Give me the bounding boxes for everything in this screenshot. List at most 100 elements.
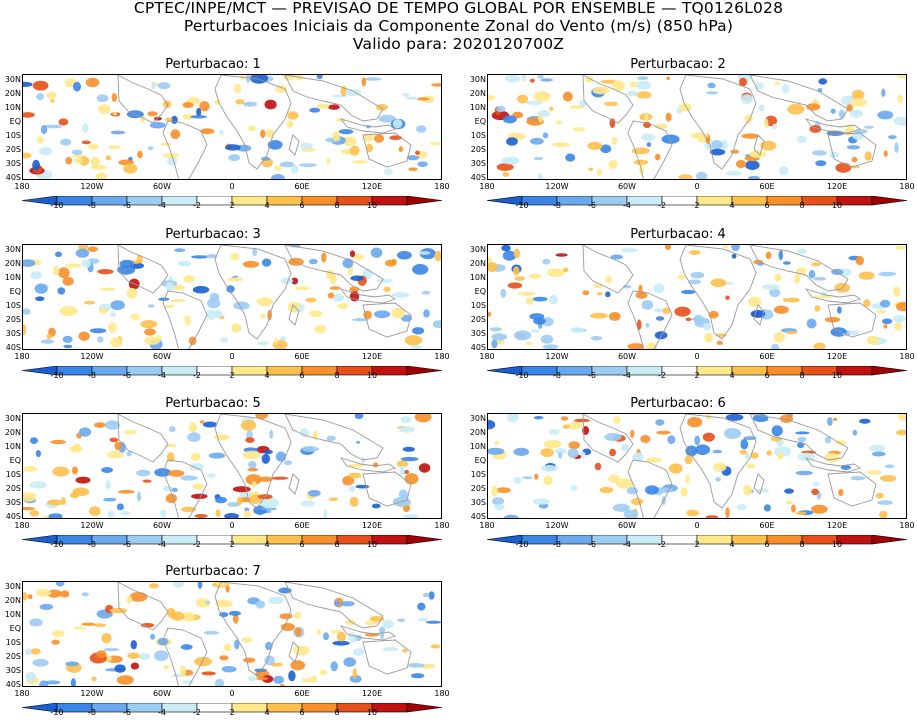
anomaly-blob — [757, 488, 770, 493]
anomaly-blob — [23, 492, 37, 502]
anomaly-blob — [52, 630, 65, 637]
anomaly-blob — [711, 140, 723, 150]
anomaly-blob — [875, 492, 884, 499]
lon-label: 0 — [229, 689, 235, 698]
anomaly-blob — [163, 665, 170, 670]
anomaly-blob — [328, 104, 340, 110]
lon-label: 180 — [434, 521, 450, 530]
anomaly-blob — [336, 631, 346, 642]
anomaly-blob — [30, 437, 38, 444]
lat-label: 40S — [5, 173, 21, 182]
anomaly-blob — [594, 462, 602, 471]
anomaly-blob — [760, 140, 777, 151]
anomaly-blob — [23, 259, 36, 267]
anomaly-blob — [64, 78, 76, 88]
lon-label: 120E — [361, 689, 383, 698]
anomaly-blob — [808, 270, 816, 279]
anomaly-blob — [35, 588, 52, 597]
panel-perturbacao-2: Perturbacao: 2 30N 20N 10N EQ 10S 20S 30S 40S 180… — [465, 57, 915, 210]
anomaly-blob — [750, 309, 766, 318]
colorbar-label: 2 — [229, 201, 235, 210]
anomaly-blob — [678, 174, 693, 179]
panel-perturbacao-7: Perturbacao: 7 30N 20N 10N EQ 10S 20S 30S 40S 180… — [0, 564, 450, 717]
colorbar-label: -4 — [623, 540, 631, 549]
anomaly-blob — [301, 446, 319, 452]
colorbar-label: -8 — [88, 371, 96, 380]
anomaly-blob — [40, 339, 54, 344]
anomaly-blob — [39, 147, 53, 156]
anomaly-blob — [838, 488, 844, 497]
anomaly-blob — [644, 113, 649, 122]
anomaly-blob — [895, 429, 906, 436]
anomaly-blob — [116, 503, 124, 511]
anomaly-blob — [584, 76, 593, 83]
lon-label: 60E — [759, 352, 775, 361]
anomaly-blob — [95, 172, 108, 179]
anomaly-blob — [562, 424, 570, 429]
anomaly-blob — [779, 166, 789, 176]
anomaly-blob — [365, 620, 378, 626]
lat-label: EQ — [9, 117, 21, 126]
anomaly-blob — [172, 284, 186, 291]
colorbar-label: -6 — [123, 371, 131, 380]
anomaly-blob — [743, 484, 752, 496]
lat-label: 20S — [5, 484, 21, 493]
lat-label: 10S — [5, 301, 21, 310]
anomaly-blob — [429, 142, 441, 146]
anomaly-blob — [621, 443, 629, 452]
anomaly-blob — [404, 335, 423, 346]
lon-label: 120E — [826, 521, 848, 530]
anomaly-blob — [829, 151, 840, 159]
wind-perturbation-map — [22, 413, 442, 519]
anomaly-blob — [332, 640, 350, 646]
coastline — [117, 245, 169, 294]
anomaly-blob — [502, 172, 510, 177]
wind-perturbation-map — [487, 74, 907, 180]
anomaly-blob — [254, 668, 267, 673]
anomaly-blob — [854, 129, 868, 134]
anomaly-blob — [895, 245, 906, 250]
anomaly-blob — [81, 592, 89, 597]
anomaly-blob — [382, 647, 399, 652]
colorbar-label: -4 — [623, 371, 631, 380]
anomaly-blob — [596, 292, 603, 296]
anomaly-blob — [342, 475, 355, 486]
anomaly-blob — [771, 343, 780, 349]
anomaly-blob — [248, 460, 257, 469]
anomaly-blob — [23, 466, 38, 472]
anomaly-blob — [165, 117, 173, 122]
anomaly-blob — [687, 417, 703, 428]
anomaly-blob — [59, 305, 78, 317]
panel-title: Perturbacao: 2 — [630, 57, 726, 72]
map-canvas — [488, 75, 906, 179]
anomaly-blob — [748, 296, 762, 307]
anomaly-blob — [537, 75, 544, 79]
anomaly-blob — [763, 504, 771, 512]
anomaly-blob — [92, 623, 107, 627]
coastline — [582, 75, 634, 124]
anomaly-blob — [540, 448, 554, 458]
lat-label: 20S — [5, 652, 21, 661]
lat-label: EQ — [474, 117, 486, 126]
colorbar-label: 6 — [764, 540, 770, 549]
anomaly-blob — [58, 118, 69, 126]
anomaly-blob — [127, 652, 140, 659]
anomaly-blob — [398, 146, 403, 153]
anomaly-blob — [612, 503, 630, 512]
lat-label: 20N — [4, 89, 21, 98]
lon-label: 120E — [826, 182, 848, 191]
anomaly-blob — [608, 159, 618, 169]
anomaly-blob — [851, 156, 858, 163]
anomaly-blob — [814, 305, 821, 312]
panel-perturbacao-4: Perturbacao: 4 30N 20N 10N EQ 10S 20S 30S 40S 180… — [465, 227, 915, 380]
anomaly-blob — [275, 451, 287, 462]
anomaly-blob — [850, 476, 866, 481]
colorbar-label: 8 — [334, 540, 340, 549]
anomaly-blob — [702, 432, 715, 442]
coastline — [679, 414, 757, 509]
anomaly-blob — [893, 315, 906, 323]
anomaly-blob — [588, 167, 594, 171]
lat-label: 10N — [4, 442, 21, 451]
coastline — [339, 457, 397, 473]
anomaly-blob — [195, 598, 211, 608]
